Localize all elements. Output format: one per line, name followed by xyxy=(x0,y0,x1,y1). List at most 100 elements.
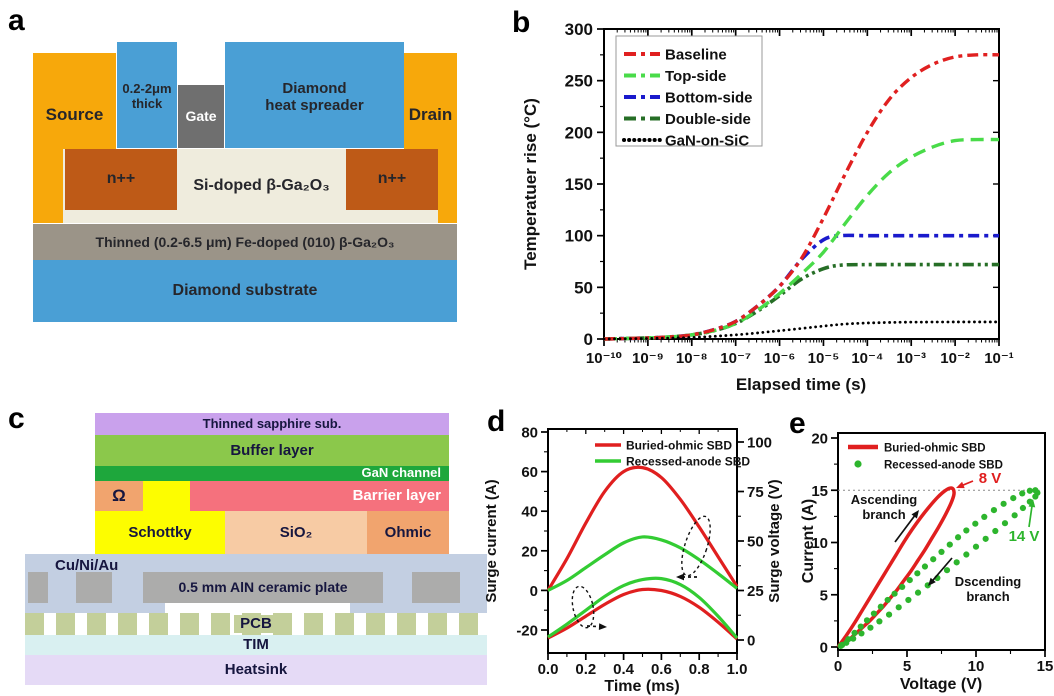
x-tick-label: 10⁻⁵ xyxy=(808,350,840,367)
series-dot-recessed-anode-sbd xyxy=(930,556,937,563)
legend-label: Top-side xyxy=(665,68,726,85)
series-dot-recessed-anode-sbd xyxy=(858,630,865,637)
y-tick-label: 150 xyxy=(565,175,593,194)
x-tick-label: 0.2 xyxy=(575,661,596,678)
series-dot-recessed-anode-sbd xyxy=(953,559,960,566)
series-dot-recessed-anode-sbd xyxy=(982,535,989,542)
sapphire-label: Thinned sapphire sub. xyxy=(202,415,342,431)
gan-channel-layer: GaN channel xyxy=(95,465,449,481)
series-dot-recessed-anode-sbd xyxy=(963,551,970,558)
ohmic-omega-contact: Ω xyxy=(95,481,143,511)
annotation-arrow xyxy=(911,510,919,519)
x-tick-label: 10⁻⁶ xyxy=(764,350,796,367)
npp-right-label: n++ xyxy=(377,170,407,188)
y-tick-label: 0 xyxy=(584,330,593,349)
series-recessed-anode-sbd-voltage xyxy=(547,576,739,640)
legend: Buried-ohmic SBD Recessed-anode SBD xyxy=(848,443,1003,472)
x-tick-label: 10⁻¹⁰ xyxy=(586,350,622,367)
series-dot-recessed-anode-sbd xyxy=(885,611,893,618)
solder-pad xyxy=(76,572,112,603)
series-dot-recessed-anode-sbd xyxy=(1010,494,1017,502)
buffer-layer: Buffer layer xyxy=(95,435,449,466)
x-tick-label: 10⁻¹ xyxy=(984,350,1014,367)
annotation-arrow xyxy=(961,480,974,487)
cu-ni-au-label: Cu/Ni/Au xyxy=(55,557,119,574)
y-tick-label: 0 xyxy=(820,640,828,657)
series-dot-recessed-anode-sbd xyxy=(843,639,850,646)
panel-b-label: b xyxy=(512,6,531,39)
x-tick-label: 0.0 xyxy=(538,661,559,678)
y-axis-label: Current (A) xyxy=(800,499,817,583)
x-tick-label: 10 xyxy=(968,658,985,675)
y-tick-label: 50 xyxy=(574,278,593,297)
diamond-column: 0.2-2μm thick xyxy=(117,42,177,148)
y-axis-label: Temperatuer rise (°C) xyxy=(521,98,540,270)
series-dot-recessed-anode-sbd xyxy=(990,507,998,514)
series-dot-recessed-anode-sbd xyxy=(837,642,844,650)
legend-label: Buried-ohmic SBD xyxy=(884,443,986,455)
surge-current-voltage-chart: -20 0 20 40 60 80 0 25 50 75 100 0.0 0.2 0.4 0.6 0.8 1.0… xyxy=(483,425,783,696)
y-right-axis-label: Surge voltage (V) xyxy=(766,479,783,602)
y-left-tick-label: -20 xyxy=(516,623,538,640)
annotation-arrow xyxy=(1028,499,1036,508)
y-tick-label: 250 xyxy=(565,72,593,91)
series-dot-recessed-anode-sbd xyxy=(867,624,874,631)
solder-pad xyxy=(28,572,48,603)
buffer-layer-label: Buffer layer xyxy=(230,441,314,459)
series-top-side xyxy=(603,137,1000,341)
series-dot-recessed-anode-sbd xyxy=(899,583,906,591)
diamond-substrate: Diamond substrate xyxy=(33,260,457,322)
axis-indicator-arrow xyxy=(598,623,607,630)
series-double-side xyxy=(603,262,999,341)
y-tick-label: 5 xyxy=(820,587,828,604)
series-baseline xyxy=(603,52,1000,341)
aln-ceramic-plate: 0.5 mm AlN ceramic plate xyxy=(143,572,383,603)
x-tick-label: 10⁻⁸ xyxy=(676,350,708,367)
annotation-text: Ascending xyxy=(851,492,918,507)
x-tick-label: 10⁻⁹ xyxy=(632,350,664,367)
series-dot-recessed-anode-sbd xyxy=(884,596,891,604)
series-dot-recessed-anode-sbd xyxy=(943,567,951,574)
legend-box xyxy=(615,35,763,147)
axis-indicator-arrow xyxy=(676,573,684,581)
thinned-fe-doped-layer: Thinned (0.2-6.5 μm) Fe-doped (010) β-Ga… xyxy=(33,224,457,260)
y-tick-label: 200 xyxy=(565,123,593,142)
annotation-text: branch xyxy=(966,589,1009,604)
annotation-arrow xyxy=(931,557,953,582)
series-dot-recessed-anode-sbd xyxy=(914,589,922,596)
y-tick-label: 20 xyxy=(811,431,828,448)
series-dot-recessed-anode-sbd xyxy=(938,548,945,556)
diamond-substrate-label: Diamond substrate xyxy=(172,281,318,299)
series-dot-recessed-anode-sbd xyxy=(877,603,884,610)
axis-indicator-ellipse xyxy=(571,585,595,629)
y-right-tick-label: 0 xyxy=(747,633,755,650)
legend-label: Bottom-side xyxy=(665,90,753,107)
legend-sample-dot xyxy=(854,460,862,468)
x-tick-label: 15 xyxy=(1037,658,1054,675)
diamond-heat-spreader-label: Diamond heat spreader xyxy=(265,80,364,115)
series-bottom-side xyxy=(603,233,999,341)
annotation-arrow xyxy=(894,514,917,543)
gate-label: Gate xyxy=(185,108,217,125)
annotation-text: Dscending xyxy=(955,574,1022,589)
npp-left-label: n++ xyxy=(106,170,136,188)
axis-indicator-ellipse xyxy=(681,515,711,577)
plot-d: -20 0 20 40 60 80 0 25 50 75 100 0.0 0.2 0.4 0.6 0.8 1.0… xyxy=(483,425,783,696)
y-left-tick-label: 80 xyxy=(521,425,538,442)
pcb-layer: PCB xyxy=(25,613,487,635)
omega-label: Ω xyxy=(112,486,126,506)
aln-plate-label: 0.5 mm AlN ceramic plate xyxy=(178,579,348,596)
series-dot-recessed-anode-sbd xyxy=(954,534,962,541)
series-dot-recessed-anode-sbd xyxy=(1011,512,1018,519)
annotation-arrow xyxy=(1028,504,1033,528)
y-right-tick-label: 50 xyxy=(747,534,764,551)
y-left-tick-label: 20 xyxy=(521,543,538,560)
x-tick-label: 10⁻² xyxy=(940,350,970,367)
x-tick-label: 0 xyxy=(834,658,842,675)
legend: Baseline Top-side Bottom-side Double-side Ga… xyxy=(615,35,763,150)
diamond-thickness-note: 0.2-2μm thick xyxy=(122,81,172,111)
panel-c-label: c xyxy=(8,402,25,435)
series-dot-recessed-anode-sbd xyxy=(870,610,877,617)
series-dot-recessed-anode-sbd xyxy=(1019,504,1027,512)
series-dot-recessed-anode-sbd xyxy=(972,520,979,527)
